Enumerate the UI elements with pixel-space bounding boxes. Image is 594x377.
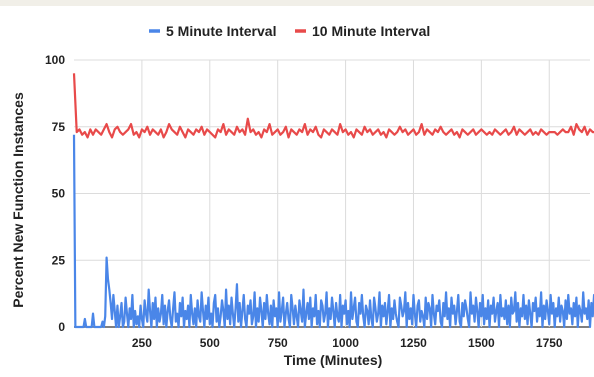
x-tick-label: 1750: [536, 336, 563, 350]
y-axis-title: Percent New Function Instances: [10, 92, 26, 308]
series-line-10-minute: [72, 73, 594, 139]
legend-label-10-minute: 10 Minute Interval: [312, 23, 430, 39]
series-layer: [72, 73, 594, 329]
legend-label-5-minute: 5 Minute Interval: [166, 23, 276, 39]
x-tick-label: 500: [200, 336, 220, 350]
x-tick-label: 1500: [468, 336, 495, 350]
top-band: [0, 0, 594, 6]
legend: 5 Minute Interval 10 Minute Interval: [149, 23, 430, 39]
tick-labels: 0 25 50 75 100 250 500 750 1000 1250 1500 1750: [45, 53, 563, 350]
x-tick-label: 1250: [400, 336, 427, 350]
y-tick-label: 100: [45, 53, 65, 67]
y-tick-label: 50: [52, 187, 66, 201]
x-tick-label: 250: [132, 336, 152, 350]
series-line-5-minute: [72, 134, 594, 329]
y-tick-label: 0: [58, 320, 65, 334]
y-tick-label: 25: [52, 253, 66, 267]
x-tick-label: 750: [268, 336, 288, 350]
x-axis-title: Time (Minutes): [284, 352, 383, 368]
x-tick-label: 1000: [332, 336, 359, 350]
grid-lines: [74, 59, 590, 328]
y-tick-label: 75: [52, 120, 66, 134]
